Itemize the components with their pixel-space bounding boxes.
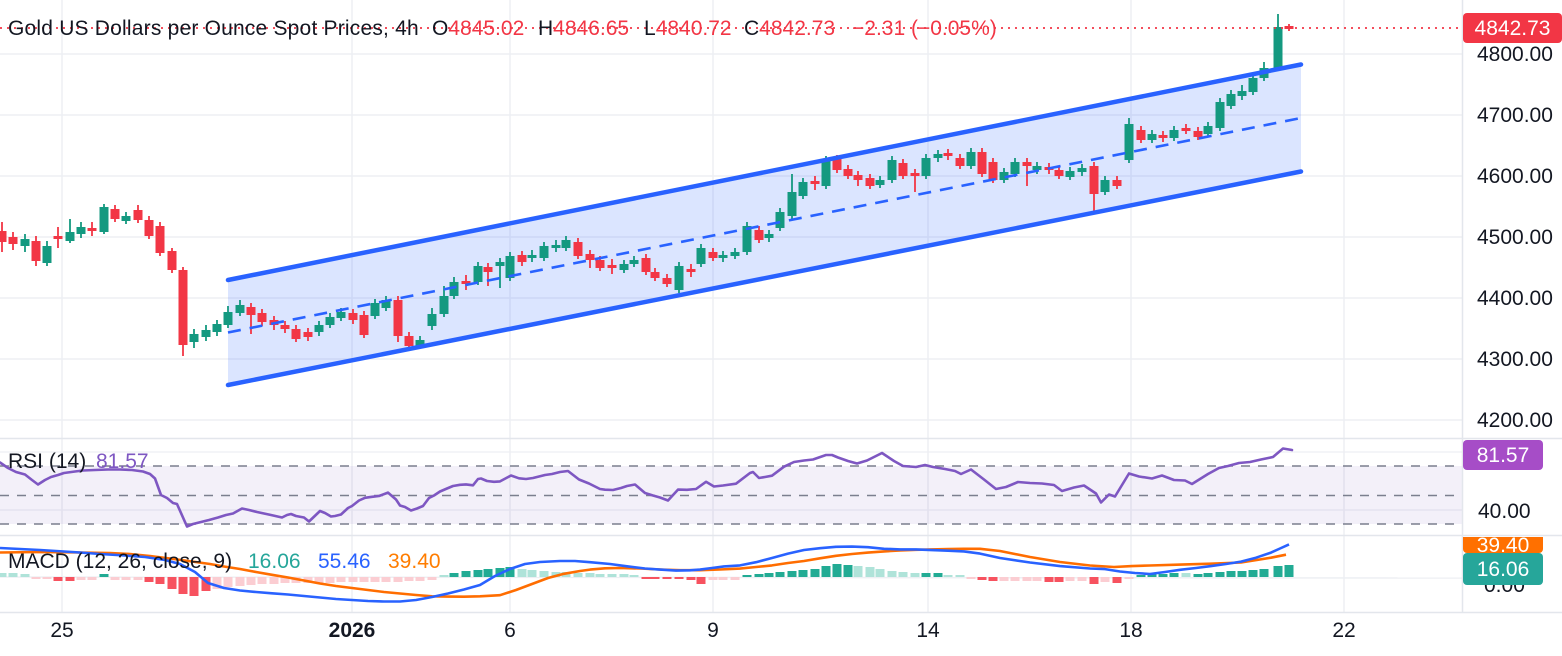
svg-text:C4842.73: C4842.73 xyxy=(744,17,835,40)
svg-text:18: 18 xyxy=(1119,619,1142,642)
svg-text:−2.31 (−0.05%): −2.31 (−0.05%) xyxy=(852,17,997,40)
svg-text:16.06: 16.06 xyxy=(1477,558,1530,581)
svg-text:L4840.72: L4840.72 xyxy=(644,17,732,40)
svg-text:55.46: 55.46 xyxy=(318,550,371,573)
svg-text:40.00: 40.00 xyxy=(1478,500,1531,523)
svg-text:O4845.02: O4845.02 xyxy=(432,17,524,40)
svg-text:39.40: 39.40 xyxy=(388,550,441,573)
svg-text:14: 14 xyxy=(916,619,940,642)
svg-text:RSI (14): RSI (14) xyxy=(8,450,86,473)
svg-text:22: 22 xyxy=(1332,619,1355,642)
svg-text:Gold US Dollars per Ounce Spot: Gold US Dollars per Ounce Spot Prices, 4… xyxy=(8,17,419,40)
svg-text:4200.00: 4200.00 xyxy=(1477,409,1553,432)
svg-text:81.57: 81.57 xyxy=(1477,444,1530,467)
svg-text:MACD (12, 26, close, 9): MACD (12, 26, close, 9) xyxy=(8,550,232,573)
svg-text:81.57: 81.57 xyxy=(96,450,149,473)
svg-text:4600.00: 4600.00 xyxy=(1477,165,1553,188)
svg-text:6: 6 xyxy=(504,619,516,642)
svg-text:H4846.65: H4846.65 xyxy=(538,17,629,40)
svg-text:16.06: 16.06 xyxy=(248,550,301,573)
svg-text:25: 25 xyxy=(50,619,73,642)
svg-text:4800.00: 4800.00 xyxy=(1477,43,1553,66)
svg-text:39.40: 39.40 xyxy=(1477,534,1530,557)
svg-text:4400.00: 4400.00 xyxy=(1477,287,1553,310)
svg-text:9: 9 xyxy=(707,619,719,642)
svg-text:4700.00: 4700.00 xyxy=(1477,104,1553,127)
svg-text:4500.00: 4500.00 xyxy=(1477,226,1553,249)
svg-text:4300.00: 4300.00 xyxy=(1477,348,1553,371)
svg-text:4842.73: 4842.73 xyxy=(1475,17,1551,40)
svg-text:2026: 2026 xyxy=(329,619,376,642)
